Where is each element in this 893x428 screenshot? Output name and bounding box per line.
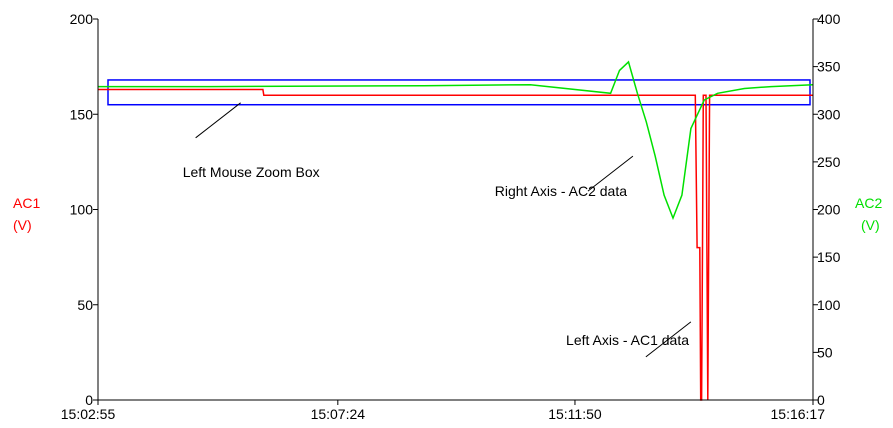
zoom-box [107,79,811,106]
right-axis-tick-label: 0 [817,392,825,408]
right-axis-tick-label: 250 [817,154,841,170]
annotation-leader-line [195,102,241,139]
right-axis-tick-label: 400 [817,11,841,27]
x-axis-tick-label: 15:07:24 [311,406,366,422]
right-axis-tick-label: 50 [817,344,833,360]
right-axis-label-line1: AC2 [855,195,882,211]
annotation-leader-line [587,155,634,192]
left-axis-tick-label: 50 [77,297,93,313]
ac2-series-line [98,60,814,221]
annotation-leader-line [645,321,692,358]
right-axis-tick-label: 200 [817,202,841,218]
right-axis-label-line2: (V) [861,217,880,233]
left-axis-label-line2: (V) [13,217,32,233]
annotation-label: Left Mouse Zoom Box [183,164,320,180]
right-axis-tick-label: 300 [817,106,841,122]
left-axis-tick-label: 100 [70,202,94,218]
annotation-label: Left Axis - AC1 data [566,332,689,348]
left-axis-tick-label: 0 [85,392,93,408]
left-axis-tick-label: 150 [70,106,94,122]
left-axis-tick-label: 200 [70,11,94,27]
x-axis-tick-label: 15:16:17 [771,406,826,422]
left-axis-label-line1: AC1 [13,195,40,211]
right-axis-tick-label: 350 [817,59,841,75]
right-axis-tick-label: 100 [817,297,841,313]
x-axis-tick-label: 15:02:55 [61,406,116,422]
annotation-label: Right Axis - AC2 data [495,183,628,199]
right-axis-tick-label: 150 [817,249,841,265]
x-axis-tick-label: 15:11:50 [548,406,602,422]
